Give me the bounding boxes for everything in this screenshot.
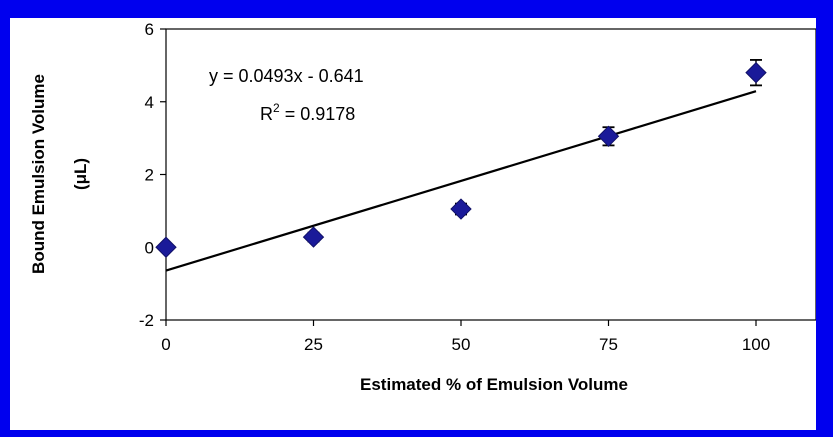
r-squared-prefix: R (260, 104, 273, 124)
x-tick-label: 100 (742, 335, 770, 354)
y-axis-title-line1: Bound Emulsion Volume (29, 74, 48, 274)
x-axis-title: Estimated % of Emulsion Volume (360, 375, 628, 394)
y-axis-title-line2: (μL) (71, 158, 90, 190)
trendline-group (165, 90, 757, 272)
y-tick-label: 0 (145, 238, 154, 257)
r-squared-label: R2 = 0.9178 (260, 101, 355, 124)
trendline-equation: y = 0.0493x - 0.641 (209, 66, 364, 86)
points-group (155, 59, 767, 258)
r-squared-value: = 0.9178 (280, 104, 356, 124)
trendline (165, 90, 757, 272)
data-point (450, 198, 472, 220)
y-tick-label: 2 (145, 166, 154, 185)
y-tick-label: 6 (145, 20, 154, 39)
data-point (155, 236, 177, 258)
y-tick-label: -2 (139, 311, 154, 330)
x-tick-label: 75 (599, 335, 618, 354)
axes: -2 0 2 4 6 0 25 50 75 100 (139, 20, 770, 354)
data-point (302, 226, 325, 248)
x-tick-label: 50 (452, 335, 471, 354)
data-point (745, 61, 767, 84)
data-point (597, 125, 620, 148)
r-squared-superscript: 2 (273, 101, 280, 115)
x-tick-label: 25 (304, 335, 323, 354)
scatter-chart: -2 0 2 4 6 0 25 50 75 100 y = 0.0493x - 0.641 R2 … (29, 20, 816, 394)
x-tick-label: 0 (161, 335, 170, 354)
y-tick-label: 4 (145, 93, 154, 112)
chart-area: -2 0 2 4 6 0 25 50 75 100 y = 0.0493x - 0.641 R2 … (10, 18, 816, 430)
